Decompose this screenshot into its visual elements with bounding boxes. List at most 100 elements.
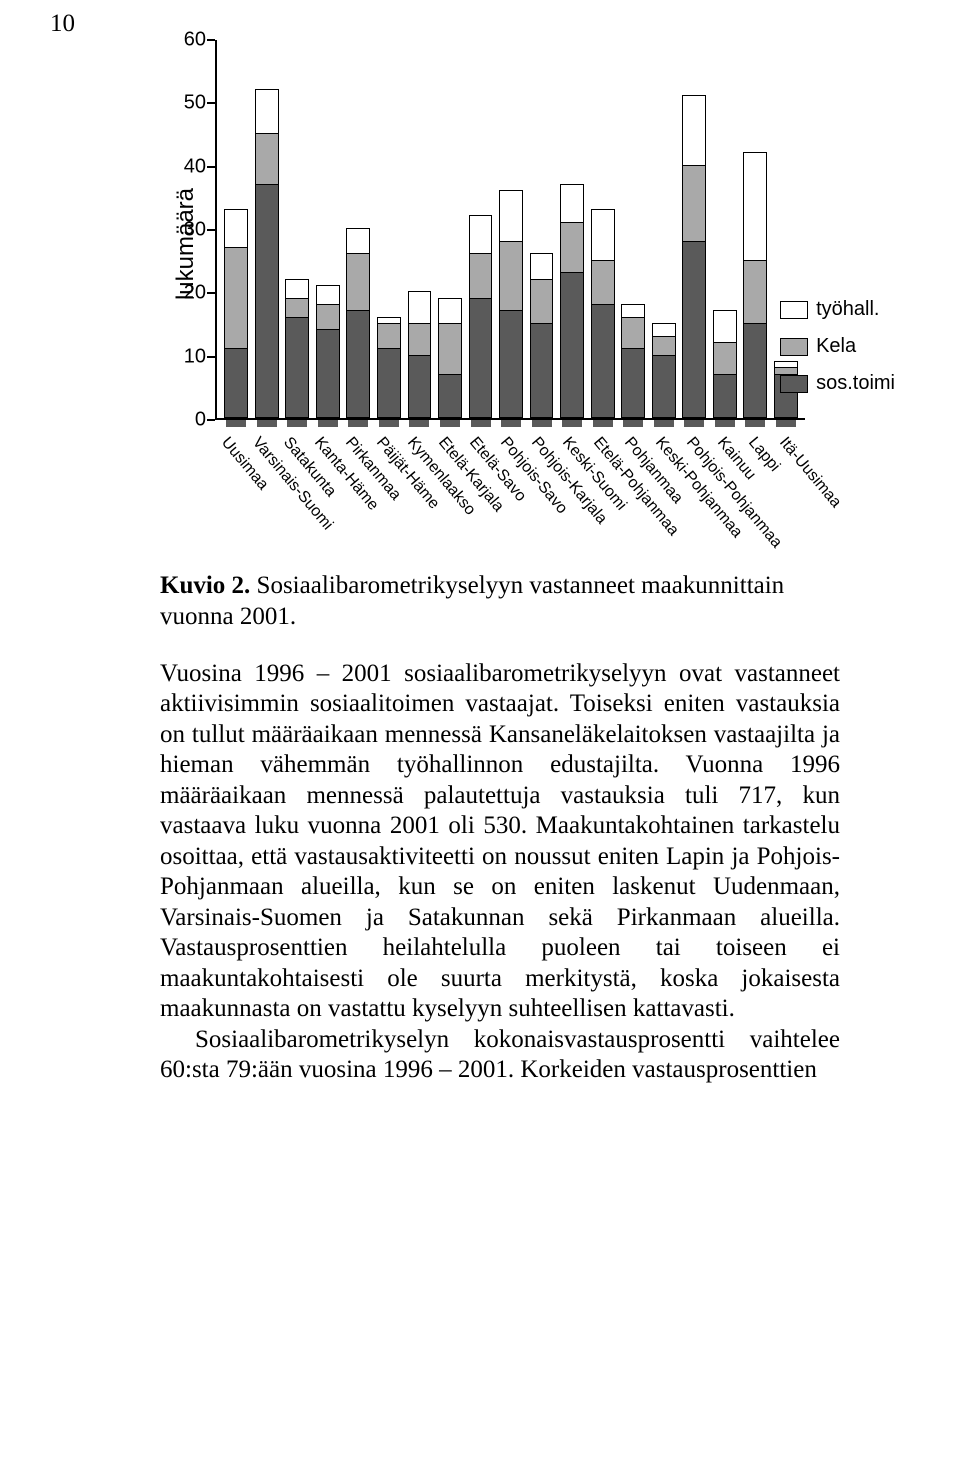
bar-segment-kela [652,336,676,355]
bar-column [526,40,557,418]
bar-segment-sos_toimi [469,298,493,418]
legend-label: sos.toimi [816,372,895,395]
bar-column [465,40,496,418]
bar-column [648,40,679,418]
bar-stack [560,184,584,418]
y-tick-mark [207,356,215,358]
bar-segment-tyohall [652,323,676,336]
bar-column [404,40,435,418]
x-label-cell: Satakunta [277,428,308,568]
bar-segment-tyohall [682,95,706,165]
bar-segment-kela [682,165,706,241]
bar-segment-sos_toimi [408,355,432,418]
bar-column [710,40,741,418]
bar-stack [316,285,340,418]
x-axis-stub [409,420,429,427]
bar-column [740,40,771,418]
bar-segment-sos_toimi [316,329,340,418]
legend-swatch [780,301,808,319]
x-axis-stub [684,420,704,427]
bar-segment-sos_toimi [377,348,401,418]
x-label-cell: Varsinais-Suomi [246,428,277,568]
bar-segment-sos_toimi [285,317,309,418]
bar-stack [346,228,370,418]
y-tick-mark [207,292,215,294]
y-tick-mark [207,166,215,168]
page-number: 10 [50,10,75,38]
bar-segment-sos_toimi [530,323,554,418]
x-axis-stub [623,420,643,427]
y-tick-label: 0 [195,409,206,432]
legend-item: sos.toimi [780,372,895,395]
bar-stack [743,152,767,418]
figure-caption: Kuvio 2. Sosiaalibarometrikyselyyn vasta… [160,570,840,633]
chart-bars [217,40,805,418]
bar-stack [224,209,248,418]
bar-segment-tyohall [621,304,645,317]
bar-segment-sos_toimi [621,348,645,418]
bar-stack [255,89,279,418]
bar-segment-tyohall [560,184,584,222]
bar-segment-tyohall [713,310,737,342]
bar-stack [377,317,401,418]
x-label-cell: Etelä-Savo [463,428,494,568]
page: 10 lukumäärä 0102030405060 UusimaaVarsin… [0,0,960,1146]
body-text: Vuosina 1996 – 2001 sosiaalibarometrikys… [160,659,840,1086]
bar-column [221,40,252,418]
bar-segment-sos_toimi [652,355,676,418]
bar-segment-tyohall [316,285,340,304]
bar-segment-kela [377,323,401,348]
bar-column [496,40,527,418]
x-axis-stub [562,420,582,427]
x-label-cell: Etelä-Karjala [432,428,463,568]
x-label-cell: Kymenlaakso [401,428,432,568]
bar-column [374,40,405,418]
bar-segment-tyohall [591,209,615,260]
y-tick-label: 30 [184,219,206,242]
bar-segment-tyohall [530,253,554,278]
x-label-cell: Päijät-Häme [370,428,401,568]
bar-segment-tyohall [408,291,432,323]
x-label-cell: Keski-Suomi [557,428,588,568]
bar-segment-tyohall [285,279,309,298]
y-axis-ticks: 0102030405060 [170,40,210,420]
x-label-cell: Pirkanmaa [339,428,370,568]
y-tick-label: 10 [184,345,206,368]
bar-segment-sos_toimi [682,241,706,418]
bar-column [587,40,618,418]
bar-segment-sos_toimi [224,348,248,418]
x-axis-category-label: Itä-Uusimaa [776,434,845,512]
legend-swatch [780,338,808,356]
y-tick-mark [207,229,215,231]
x-axis-stub [471,420,491,427]
bar-segment-tyohall [499,190,523,241]
x-label-cell: Etelä-Pohjanmaa [588,428,619,568]
bar-segment-kela [224,247,248,348]
bar-column [435,40,466,418]
x-label-cell: Pohjois-Karjala [525,428,556,568]
bar-stack [285,279,309,418]
bar-column [252,40,283,418]
bar-segment-sos_toimi [713,374,737,418]
x-axis-stub [257,420,277,427]
figure-caption-label: Kuvio 2. [160,572,250,599]
y-tick-label: 40 [184,155,206,178]
x-label-cell: Pohjois-Pohjanmaa [681,428,712,568]
x-axis-stub [501,420,521,427]
legend-item: Kela [780,335,895,358]
bar-stack [469,215,493,418]
bar-stack [438,298,462,418]
bar-segment-sos_toimi [591,304,615,418]
bar-segment-kela [530,279,554,323]
bar-segment-kela [591,260,615,304]
x-axis-stub [440,420,460,427]
bar-column [282,40,313,418]
chart: lukumäärä 0102030405060 UusimaaVarsinais… [160,30,840,570]
bar-segment-sos_toimi [743,323,767,418]
bar-stack [682,95,706,418]
legend-item: työhall. [780,298,895,321]
bar-segment-kela [285,298,309,317]
bar-segment-sos_toimi [255,184,279,418]
bar-segment-sos_toimi [560,272,584,418]
figure-caption-text: Sosiaalibarometrikyselyyn vastanneet maa… [160,572,784,630]
